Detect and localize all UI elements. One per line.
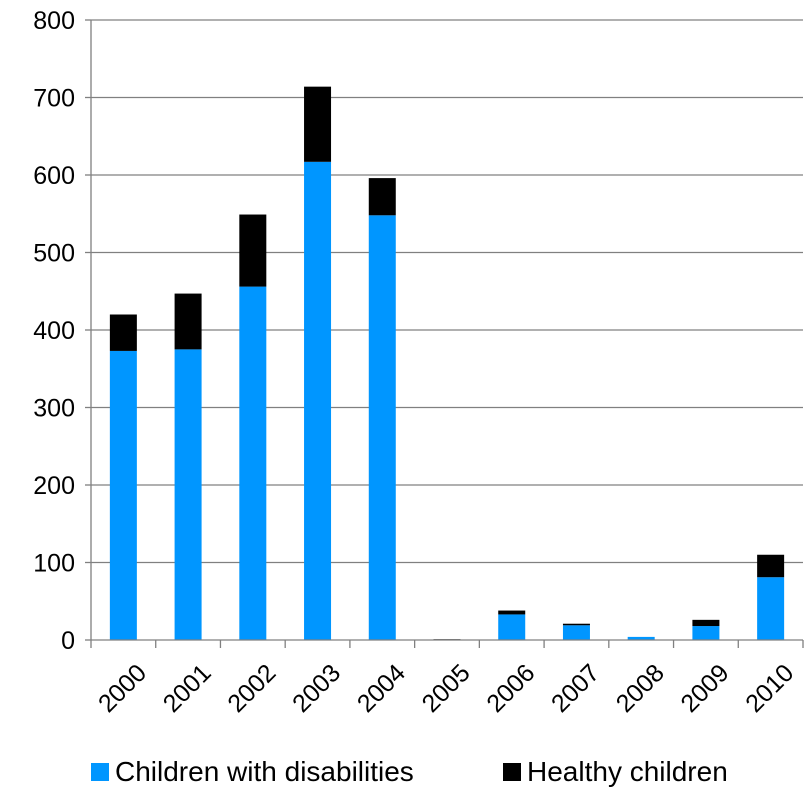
x-tick-label-2005: 2005 — [417, 659, 476, 718]
y-tick-label-400: 400 — [33, 317, 75, 345]
bar-2009-children-with-disabilities — [692, 626, 720, 640]
bar-2001-healthy-children — [174, 293, 202, 350]
y-tick-label-300: 300 — [33, 395, 75, 423]
y-tick-label-700: 700 — [33, 85, 75, 113]
bar-2000-healthy-children — [109, 314, 137, 351]
bar-2006-children-with-disabilities — [498, 614, 526, 640]
y-tick-label-800: 800 — [33, 7, 75, 35]
legend-swatch-healthy-children — [503, 763, 521, 781]
legend-item-children-with-disabilities: Children with disabilities — [91, 752, 414, 792]
gridlines — [91, 19, 803, 564]
x-tick-label-2008: 2008 — [611, 659, 670, 718]
x-tick-label-2001: 2001 — [158, 659, 217, 718]
x-tick-label-2000: 2000 — [93, 659, 152, 718]
bar-2006-healthy-children — [498, 610, 526, 615]
bar-2010-children-with-disabilities — [757, 577, 785, 640]
bar-2010-healthy-children — [757, 554, 785, 578]
bar-2004-children-with-disabilities — [368, 215, 396, 641]
axes — [85, 19, 804, 648]
bar-2001-children-with-disabilities — [174, 349, 202, 640]
legend-swatch-children-with-disabilities — [91, 763, 109, 781]
x-tick-label-2003: 2003 — [287, 659, 346, 718]
bar-2002-children-with-disabilities — [239, 286, 267, 640]
x-tick-label-2009: 2009 — [675, 659, 734, 718]
bar-2007-children-with-disabilities — [562, 625, 590, 640]
bar-2003-children-with-disabilities — [304, 161, 332, 640]
y-axis-tick-labels: 0 100 200 300 400 500 600 700 800 — [33, 7, 75, 655]
y-tick-label-600: 600 — [33, 162, 75, 190]
legend-label-children-with-disabilities: Children with disabilities — [115, 756, 414, 787]
bar-2000-children-with-disabilities — [109, 350, 137, 640]
x-tick-label-2006: 2006 — [481, 659, 540, 718]
y-tick-label-200: 200 — [33, 472, 75, 500]
legend: Children with disabilities Healthy child… — [0, 752, 809, 792]
bar-2002-healthy-children — [239, 214, 267, 287]
x-tick-label-2010: 2010 — [740, 659, 799, 718]
legend-label-healthy-children: Healthy children — [527, 756, 728, 787]
x-axis-tick-labels: 2000 2001 2002 2003 2004 2005 2006 2007 2008 2009… — [93, 659, 799, 718]
x-tick-label-2004: 2004 — [352, 659, 411, 718]
bar-2009-healthy-children — [692, 619, 720, 627]
legend-item-healthy-children: Healthy children — [503, 752, 728, 792]
bar-2008-children-with-disabilities — [627, 636, 655, 640]
y-tick-label-100: 100 — [33, 550, 75, 578]
bars — [109, 86, 785, 641]
y-tick-label-0: 0 — [61, 627, 75, 655]
bar-2007-healthy-children — [562, 623, 590, 626]
x-tick-label-2007: 2007 — [546, 659, 605, 718]
y-tick-label-500: 500 — [33, 240, 75, 268]
bar-2004-healthy-children — [368, 178, 396, 216]
bar-2003-healthy-children — [304, 86, 332, 162]
x-tick-label-2002: 2002 — [222, 659, 281, 718]
